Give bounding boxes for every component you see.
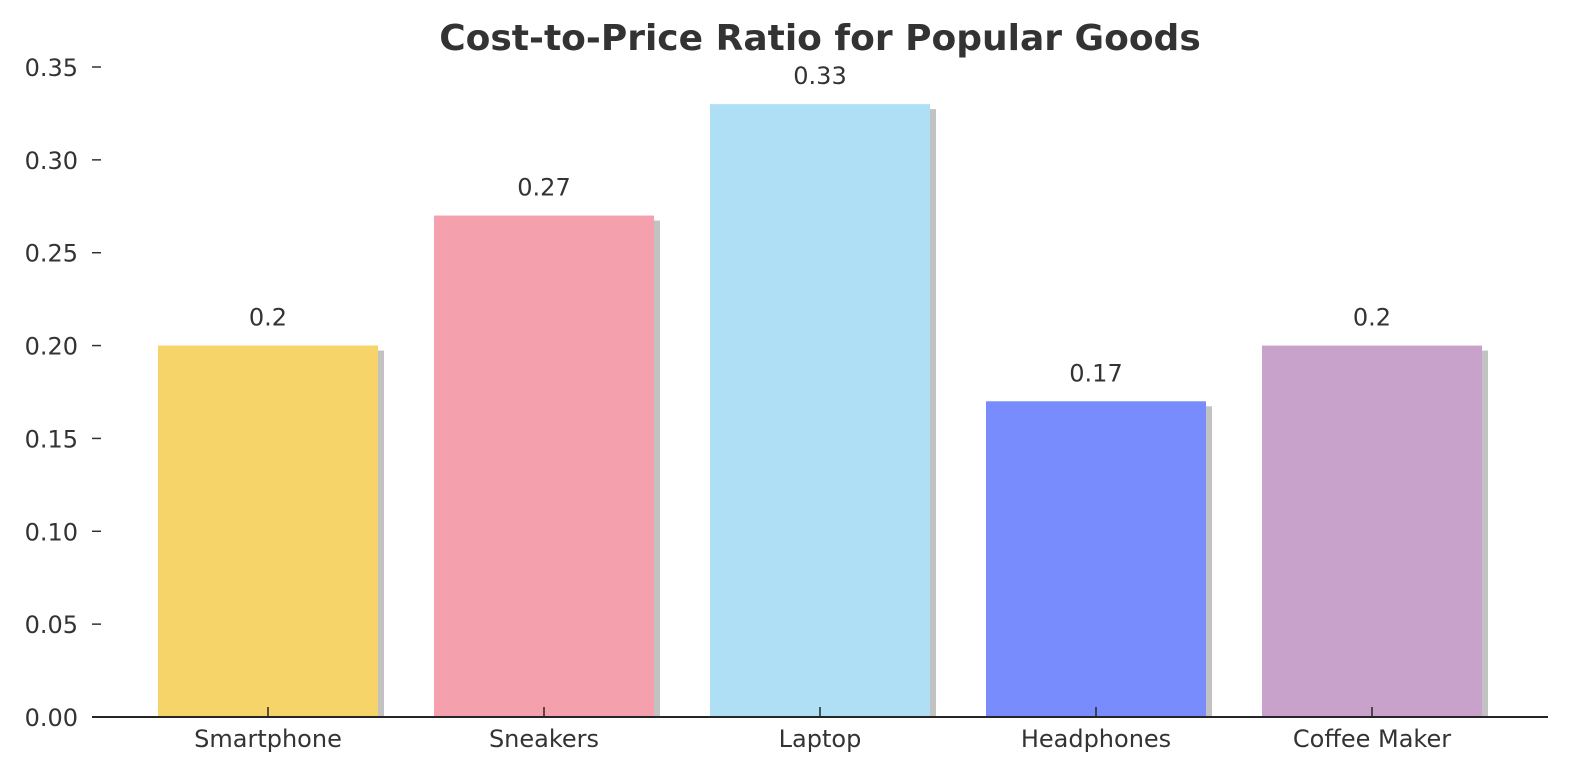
bar-smartphone bbox=[158, 345, 378, 717]
y-tick-label: 0.10 bbox=[25, 518, 78, 546]
x-tick-label-headphones: Headphones bbox=[1021, 725, 1171, 753]
data-labels-group: 0.2 0.27 0.33 0.17 0.2 bbox=[249, 62, 1391, 387]
y-tick-label: 0.25 bbox=[25, 240, 78, 268]
y-axis: 0.00 0.05 0.10 0.15 0.20 0.25 0.30 0.35 bbox=[25, 54, 101, 732]
y-tick-label: 0.15 bbox=[25, 425, 78, 453]
y-tick-label: 0.35 bbox=[25, 54, 78, 82]
y-tick-label: 0.20 bbox=[25, 333, 78, 361]
x-axis: Smartphone Sneakers Laptop Headphones Coffee… bbox=[92, 707, 1548, 753]
x-tick-label-laptop: Laptop bbox=[779, 725, 862, 753]
x-tick-label-coffee-maker: Coffee Maker bbox=[1293, 725, 1451, 753]
y-tick-label: 0.30 bbox=[25, 147, 78, 175]
bar-coffee-maker bbox=[1262, 345, 1482, 717]
chart-title: Cost-to-Price Ratio for Popular Goods bbox=[439, 18, 1201, 59]
data-label-headphones: 0.17 bbox=[1069, 359, 1122, 387]
data-label-sneakers: 0.27 bbox=[517, 174, 570, 202]
data-label-laptop: 0.33 bbox=[793, 62, 846, 90]
bar-sneakers bbox=[434, 215, 654, 718]
bar-headphones bbox=[986, 401, 1206, 717]
y-tick-label: 0.00 bbox=[25, 704, 78, 732]
bar-laptop bbox=[710, 104, 930, 717]
data-label-smartphone: 0.2 bbox=[249, 304, 287, 332]
y-tick-label: 0.05 bbox=[25, 611, 78, 639]
x-tick-label-sneakers: Sneakers bbox=[489, 725, 599, 753]
x-tick-label-smartphone: Smartphone bbox=[194, 725, 342, 753]
data-label-coffee-maker: 0.2 bbox=[1353, 304, 1391, 332]
bars-group bbox=[158, 104, 1488, 718]
